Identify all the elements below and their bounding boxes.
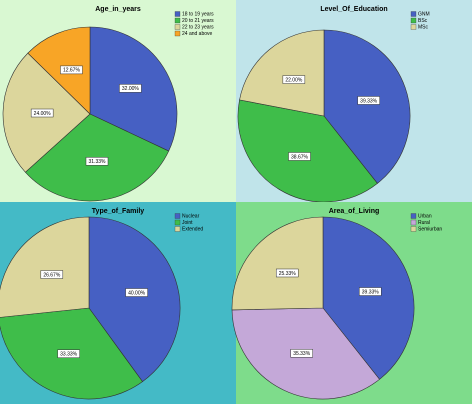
legend-swatch xyxy=(410,17,417,24)
legend-swatch xyxy=(174,226,181,232)
pie-slice xyxy=(239,29,325,117)
data-label: 35.33% xyxy=(293,351,311,357)
legend-swatch xyxy=(174,213,181,219)
legend-label: Semiurban xyxy=(418,226,442,232)
label-box xyxy=(30,108,54,118)
label-box xyxy=(125,288,148,297)
legend-label: Rural xyxy=(418,220,430,226)
data-label: 39.33% xyxy=(360,98,378,104)
pie-slice xyxy=(0,216,90,318)
legend-swatch xyxy=(410,213,417,219)
legend-swatch xyxy=(410,226,417,232)
label-box xyxy=(290,349,313,358)
legend-label: BSc xyxy=(418,18,428,24)
chart-title: Area_of_Living xyxy=(329,208,380,215)
legend-label: 20 to 21 years xyxy=(182,18,214,24)
legend-label: Urban xyxy=(418,213,432,219)
data-label: 22.00% xyxy=(285,77,303,83)
label-box xyxy=(359,287,382,296)
legend-label: 22 to 23 years xyxy=(182,24,214,30)
pie-slice xyxy=(323,29,411,184)
legend-swatch xyxy=(174,219,181,226)
label-box xyxy=(85,157,109,166)
legend-label: MSc xyxy=(418,24,429,30)
legend-swatch xyxy=(174,11,181,17)
legend-label: Joint xyxy=(182,220,193,226)
legend-label: 24 and above xyxy=(182,31,213,37)
chart-title: Age_in_years xyxy=(95,6,141,13)
chart-panel: Type_of_Family 40.00% 33.33% 26.67% NuclearJ… xyxy=(0,202,236,404)
label-box xyxy=(60,65,83,75)
label-box xyxy=(57,349,80,358)
data-label: 39.33% xyxy=(362,289,380,295)
legend-label: Nuclear xyxy=(182,213,200,219)
legend-swatch xyxy=(410,11,417,17)
legend-swatch xyxy=(174,17,181,24)
chart-panel: Age_in_years 32.00% 31.33% 24.00% 12.67% 18 t… xyxy=(0,0,236,202)
chart-panel: Area_of_Living 39.33% 35.33% 25.33% UrbanRur… xyxy=(231,202,472,404)
legend-swatch xyxy=(410,24,417,30)
data-label: 32.00% xyxy=(122,86,140,92)
legend-swatch xyxy=(174,30,181,37)
label-box xyxy=(288,152,311,161)
pie-slice xyxy=(322,216,415,380)
label-box xyxy=(282,75,306,84)
data-label: 38.67% xyxy=(291,154,309,160)
legend-swatch xyxy=(410,219,417,226)
label-box xyxy=(357,96,380,105)
chart-panel: Level_Of_Education 39.33% 38.67% 22.00% GNMB… xyxy=(236,0,472,203)
legend-swatch xyxy=(174,24,181,30)
label-box xyxy=(40,270,64,279)
pie-slice xyxy=(88,216,181,383)
legend-label: Extended xyxy=(182,226,203,232)
chart-title: Type_of_Family xyxy=(92,208,144,215)
data-label: 24.00% xyxy=(34,111,52,117)
pie-slice xyxy=(237,99,378,203)
legend-label: GNM xyxy=(418,11,430,17)
label-box xyxy=(275,268,299,278)
pie-slice xyxy=(27,26,91,115)
data-label: 26.67% xyxy=(43,272,61,278)
legend-label: 18 to 19 years xyxy=(182,11,214,17)
data-label: 31.33% xyxy=(89,159,107,165)
pie-slice xyxy=(231,216,324,311)
data-label: 33.33% xyxy=(60,352,78,358)
label-box xyxy=(119,84,142,93)
chart-title: Level_Of_Education xyxy=(320,6,387,13)
data-label: 12.67% xyxy=(63,68,81,74)
data-label: 25.33% xyxy=(279,271,297,277)
data-label: 40.00% xyxy=(128,290,146,296)
